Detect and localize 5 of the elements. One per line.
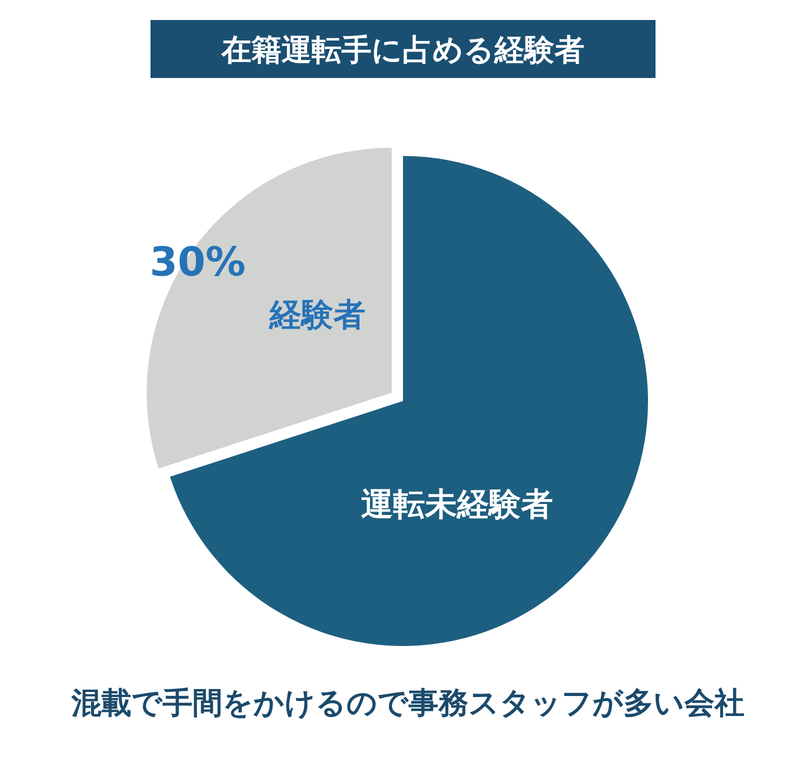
chart-title: 在籍運転手に占める経験者 bbox=[220, 33, 584, 68]
slice-label: 運転未経験者 bbox=[361, 485, 554, 524]
data-label: 30% bbox=[150, 240, 246, 286]
slice-label: 経験者 bbox=[268, 296, 366, 334]
text: 混載で手間をかけるので事務スタッフが多い会社 bbox=[70, 686, 744, 721]
